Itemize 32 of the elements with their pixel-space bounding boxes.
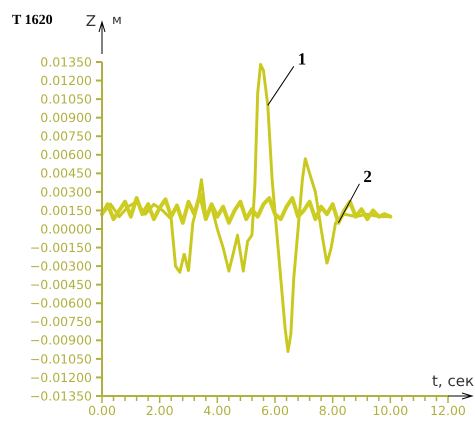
y-tick-label: −0.00900 — [30, 332, 92, 348]
y-tick-label: 0.00600 — [40, 147, 92, 162]
x-tick-label: 4.00 — [203, 403, 232, 418]
y-tick-label: 0.00450 — [40, 166, 92, 181]
y-tick-label: 0.01350 — [40, 54, 92, 70]
text: 1 — [298, 49, 306, 68]
y-tick-label: −0.01200 — [30, 370, 92, 385]
y-tick-label: 0.00750 — [40, 128, 92, 144]
y-tick-label: −0.00750 — [30, 314, 92, 330]
x-tick-label: 2.00 — [146, 403, 174, 418]
x-tick-label: 12.00 — [430, 403, 466, 418]
y-tick-label: −0.00600 — [30, 296, 92, 311]
series-label: 2 — [363, 166, 372, 186]
x-tick-label: 0.00 — [88, 403, 116, 418]
y-tick-label: −0.00450 — [30, 277, 92, 292]
y-axis-title: Z — [86, 12, 96, 30]
x-tick-label: 10.00 — [372, 403, 408, 418]
x-axis-title: t, сек — [432, 372, 474, 390]
text: м — [112, 13, 122, 28]
chart-title: T 1620 — [12, 13, 53, 28]
x-tick-label: 6.00 — [261, 403, 289, 418]
y-tick-label: 0.00900 — [40, 110, 92, 126]
y-tick-label: 0.00150 — [40, 202, 92, 218]
y-tick-label: 0.01200 — [40, 72, 92, 88]
y-tick-label: −0.00150 — [30, 240, 92, 255]
y-tick-label: −0.01050 — [30, 351, 92, 366]
y-tick-label: −0.01350 — [30, 388, 92, 404]
y-tick-label: 0.00000 — [40, 221, 92, 236]
y-tick-label: −0.00300 — [30, 258, 92, 274]
y-tick-label: 0.01050 — [40, 91, 92, 106]
x-tick-label: 8.00 — [318, 403, 347, 418]
y-tick-label: 0.00300 — [40, 184, 92, 200]
